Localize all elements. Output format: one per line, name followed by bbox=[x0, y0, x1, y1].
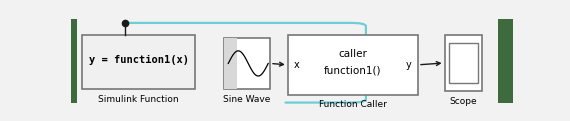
Text: Scope: Scope bbox=[450, 97, 477, 106]
Text: x: x bbox=[294, 60, 300, 70]
Text: caller: caller bbox=[339, 49, 367, 59]
Text: y = function1(x): y = function1(x) bbox=[88, 55, 189, 65]
Bar bbox=[71, 19, 78, 103]
Text: Sine Wave: Sine Wave bbox=[223, 95, 271, 104]
Text: Simulink Function: Simulink Function bbox=[98, 95, 179, 104]
Bar bbox=[449, 43, 478, 83]
Bar bbox=[82, 35, 195, 89]
Text: function1(): function1() bbox=[324, 66, 382, 76]
Bar bbox=[223, 38, 270, 89]
Bar bbox=[223, 38, 237, 89]
Bar bbox=[498, 19, 513, 103]
Bar bbox=[445, 35, 482, 91]
Text: Function Caller: Function Caller bbox=[319, 100, 387, 109]
Bar bbox=[288, 35, 418, 95]
Text: y: y bbox=[406, 60, 412, 70]
